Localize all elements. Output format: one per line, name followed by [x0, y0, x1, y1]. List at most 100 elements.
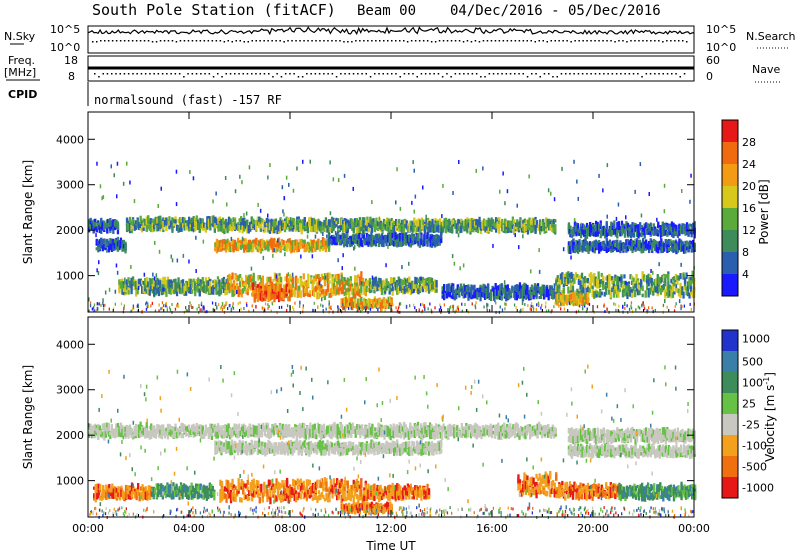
- nave-dot: [450, 76, 452, 78]
- scatter-cell: [441, 214, 443, 219]
- scatter-cell: [408, 278, 411, 286]
- scatter-cell: [535, 287, 538, 295]
- scatter-cell: [679, 273, 682, 280]
- scatter-cell: [346, 223, 349, 229]
- scatter-cell: [605, 228, 608, 238]
- scatter-cell: [328, 272, 331, 279]
- scatter-cell: [318, 227, 322, 231]
- scatter-cell: [619, 230, 622, 234]
- scatter-cell: [414, 276, 417, 285]
- scatter-cell: [240, 222, 243, 226]
- scatter-cell: [619, 240, 622, 245]
- scatter-cell: [608, 231, 611, 236]
- scatter-cell: [377, 277, 381, 284]
- nsearch-dot: [379, 40, 381, 42]
- scatter-cell: [166, 286, 170, 292]
- scatter-cell: [247, 243, 250, 253]
- scatter-cell: [192, 222, 195, 227]
- nave-dot: [331, 73, 334, 75]
- scatter-cell: [93, 309, 95, 313]
- scatter-cell: [232, 290, 236, 297]
- scatter-cell: [332, 237, 335, 245]
- scatter-cell: [605, 285, 608, 291]
- scatter-cell: [250, 266, 253, 271]
- nave-dot: [458, 73, 461, 75]
- scatter-cell: [658, 241, 661, 250]
- scatter-cell: [127, 220, 130, 224]
- nsearch-dot: [107, 40, 110, 42]
- scatter-cell: [396, 220, 399, 225]
- scatter-cell: [230, 221, 234, 228]
- nsearch-dot: [626, 41, 628, 43]
- nsearch-dot: [646, 40, 648, 42]
- scatter-cell: [420, 285, 423, 292]
- nave-tick-top: 60: [706, 54, 720, 67]
- scatter-cell: [571, 273, 575, 279]
- scatter-cell: [301, 283, 304, 288]
- scatter-cell: [361, 278, 364, 283]
- scatter-cell: [302, 282, 305, 287]
- scatter-cell: [572, 227, 575, 236]
- scatter-cell: [426, 222, 430, 226]
- scatter-cell: [300, 238, 303, 246]
- scatter-cell: [390, 240, 393, 244]
- scatter-cell: [180, 290, 183, 295]
- scatter-cell: [426, 282, 429, 289]
- scatter-cell: [461, 223, 464, 229]
- scatter-cell: [269, 276, 272, 283]
- scatter-cell: [306, 224, 309, 234]
- scatter-cell: [237, 242, 240, 248]
- scatter-cell: [335, 232, 338, 242]
- scatter-cell: [226, 278, 230, 285]
- nsearch-dot: [259, 40, 261, 42]
- scatter-cell: [343, 239, 346, 248]
- scatter-cell: [406, 277, 409, 283]
- scatter-cell: [300, 220, 303, 224]
- scatter-cell: [379, 278, 382, 284]
- scatter-cell: [168, 279, 171, 287]
- scatter-cell: [287, 286, 290, 294]
- scatter-cell: [212, 290, 215, 295]
- scatter-cell: [255, 226, 258, 231]
- scatter-cell: [623, 228, 627, 238]
- scatter-cell: [159, 215, 162, 224]
- scatter-cell: [195, 235, 197, 240]
- scatter-cell: [142, 222, 145, 228]
- scatter-cell: [644, 277, 647, 283]
- scatter-cell: [623, 242, 627, 249]
- scatter-cell: [669, 239, 672, 246]
- scatter-cell: [592, 224, 595, 228]
- scatter-cell: [606, 281, 609, 287]
- scatter-cell: [378, 221, 381, 230]
- scatter-cell: [651, 230, 654, 235]
- nsearch-dot: [590, 40, 592, 42]
- scatter-cell: [218, 279, 221, 288]
- scatter-cell: [637, 247, 640, 251]
- nsky-tick-top: 10^5: [50, 23, 80, 36]
- scatter-cell: [151, 222, 154, 227]
- nave-dot: [598, 73, 601, 75]
- scatter-cell: [641, 285, 644, 292]
- scatter-cell: [679, 226, 683, 234]
- scatter-cell: [613, 224, 616, 228]
- scatter-cell: [667, 284, 670, 290]
- scatter-cell: [522, 226, 525, 231]
- scatter-cell: [448, 225, 451, 229]
- nave-dot: [310, 73, 312, 75]
- scatter-cell: [354, 284, 357, 293]
- scatter-cell: [197, 280, 200, 290]
- scatter-cell: [353, 234, 356, 241]
- scatter-cell: [325, 288, 328, 296]
- scatter-cell: [374, 276, 378, 285]
- scatter-cell: [503, 290, 506, 297]
- scatter-cell: [240, 245, 243, 250]
- nsearch-dot: [638, 40, 640, 42]
- scatter-cell: [151, 283, 154, 290]
- nsearch-dot: [115, 40, 118, 42]
- scatter-cell: [229, 276, 233, 281]
- scatter-cell: [247, 239, 250, 247]
- scatter-cell: [576, 240, 580, 246]
- scatter-cell: [271, 289, 275, 295]
- scatter-cell: [241, 225, 244, 234]
- scatter-cell: [348, 297, 351, 306]
